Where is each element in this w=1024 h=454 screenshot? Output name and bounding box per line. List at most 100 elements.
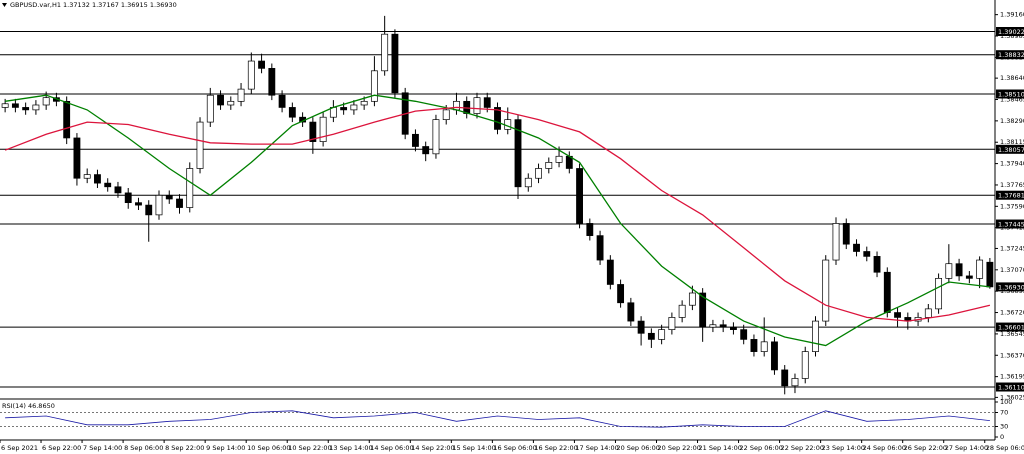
candle-body [699,292,707,328]
y-tick-label: 1.36370 [1000,351,1024,359]
candle-body [83,174,91,179]
candle-body [494,107,501,130]
candle-body [576,168,583,224]
x-tick-label: 15 Sep 14:00 [452,444,495,452]
x-tick-label: 7 Sep 14:00 [83,444,122,452]
candle-body [658,329,666,340]
candle-body [94,174,101,184]
level-label: 1.38510 [998,91,1024,99]
level-label: 1.37681 [998,192,1024,200]
candle-body [873,256,881,273]
candle-body [678,304,686,318]
candle-body [535,168,542,179]
level-label-box [996,190,1024,200]
candle-body [288,107,296,118]
candle-body [801,351,809,379]
level-label: 1.36601 [998,324,1024,332]
rsi-y-tick-label: 0 [1000,433,1004,441]
candle-body [165,194,173,200]
y-tick-label: 1.36195 [1000,373,1024,381]
candle-body [145,204,153,216]
candle-body [606,259,614,285]
candle-body [432,119,440,155]
candle-body [237,88,245,102]
candle-body [853,243,860,252]
y-tick-label: 1.36025 [1000,393,1024,401]
candle-body [986,261,994,288]
candle-body [596,235,604,261]
candle-body [32,104,40,111]
candle-body [473,97,481,114]
candle-body [976,259,984,279]
candle-body [812,320,819,352]
candle-body [760,341,768,352]
x-tick-label: 28 Sep 06:00 [986,444,1024,452]
candle-body [340,107,348,111]
candle-body [319,116,327,142]
level-label-box [996,50,1024,60]
level-label-box [996,89,1024,99]
y-tick-label: 1.37245 [1000,244,1024,252]
x-tick-label: 8 Sep 06:00 [124,444,163,452]
rsi-y-tick-label: 100 [1000,398,1012,406]
candle-body [104,182,112,188]
candle-body [268,68,276,96]
candle-body [709,324,717,328]
candle-body [227,100,235,106]
y-tick-label: 1.38640 [1000,74,1024,82]
candle-body [309,121,317,142]
y-tick-label: 1.37765 [1000,181,1024,189]
x-tick-label: 26 Sep 22:00 [904,444,947,452]
candle-body [155,194,163,216]
rsi-y-tick-label: 30 [1000,423,1008,431]
candle-body [647,332,655,340]
level-label: 1.39022 [998,28,1024,36]
last-price-label: 1.36930 [998,283,1024,291]
y-tick-label: 1.37940 [1000,160,1024,168]
x-tick-label: 10 Sep 06:00 [247,444,290,452]
y-tick-label: 1.38465 [1000,96,1024,104]
x-tick-label: 17 Sep 14:00 [575,444,618,452]
candle-body [247,60,255,90]
candle-body [206,94,214,123]
x-tick-label: 10 Sep 22:00 [288,444,331,452]
y-tick-label: 1.36545 [1000,330,1024,338]
candle-body [1,103,9,108]
chart-title: GBPUSD.var,H1 1.37132 1.37167 1.36915 1.… [10,1,177,9]
candle-body [453,100,460,111]
y-tick-label: 1.36720 [1000,309,1024,317]
moving-average [5,94,990,347]
last-price-label-box [996,282,1024,292]
candle-body [124,192,132,204]
candle-body [740,329,748,340]
candle-body [935,278,943,310]
menu-arrow[interactable] [2,3,7,7]
level-label-box [996,26,1024,36]
candle-body [114,186,122,194]
candle-body [391,33,399,94]
x-tick-label: 16 Sep 22:00 [534,444,577,452]
candle-body [555,155,563,163]
candle-body [771,341,778,371]
level-label-box [996,382,1024,392]
x-tick-label: 14 Sep 22:00 [411,444,454,452]
x-tick-label: 24 Sep 06:00 [863,444,906,452]
candle-body [73,137,81,179]
rsi-title: RSI(14) 46.8650 [2,402,55,410]
y-tick-label: 1.38290 [1000,117,1024,125]
x-tick-label: 6 Sep 22:00 [42,444,81,452]
candle-body [545,162,553,169]
candle-body [791,378,799,387]
x-tick-label: 27 Sep 14:00 [945,444,988,452]
moving-average [4,106,991,322]
y-tick-label: 1.39160 [1000,11,1024,19]
x-tick-label: 22 Sep 22:00 [781,444,824,452]
candle-body [781,369,789,387]
level-label: 1.37445 [998,221,1024,229]
candle-body [586,223,594,236]
level-label: 1.36110 [998,384,1024,392]
y-tick-label: 1.37590 [1000,202,1024,210]
candle-body [350,104,358,111]
x-tick-label: 13 Sep 14:00 [329,444,372,452]
